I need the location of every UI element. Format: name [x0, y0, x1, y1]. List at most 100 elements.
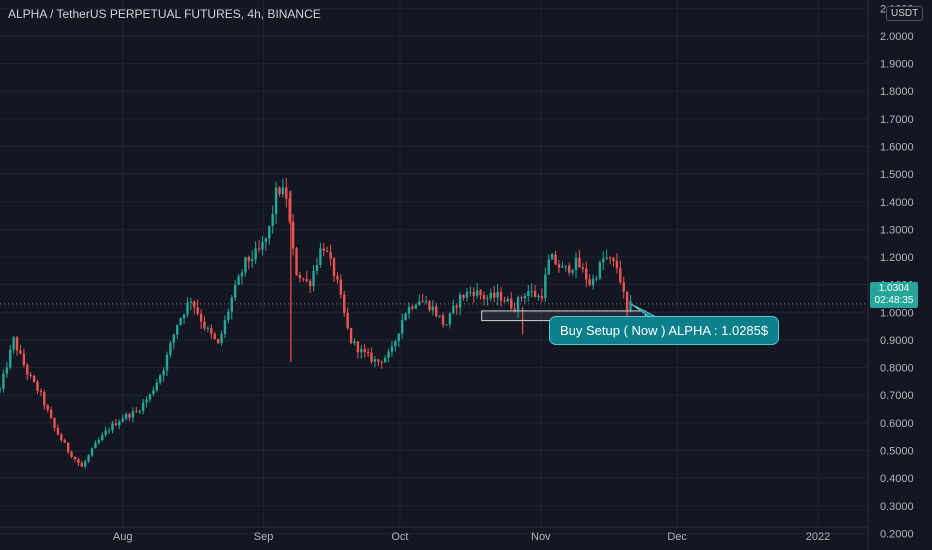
candle-body: [550, 254, 554, 260]
candle-body: [257, 248, 261, 250]
candle-body: [22, 353, 26, 366]
candle-body: [281, 187, 285, 195]
candle-body: [540, 296, 544, 299]
candle-body: [486, 298, 489, 300]
candle-body: [148, 393, 152, 400]
candle-body: [360, 348, 363, 353]
candle-body: [186, 302, 189, 315]
candle-body: [380, 361, 383, 363]
candle-body: [346, 312, 349, 328]
bar-countdown: 02:48:35: [874, 295, 914, 306]
candle-body: [63, 440, 66, 443]
candle-body: [578, 257, 581, 268]
candle-body: [326, 250, 329, 252]
y-tick-label: 1.2000: [880, 252, 914, 264]
candle-body: [278, 187, 281, 195]
candle-body: [305, 278, 308, 282]
current-price-label: 1.0304: [878, 283, 910, 294]
candle-body: [462, 294, 465, 298]
x-tick-label: Sep: [254, 531, 274, 543]
candle-body: [496, 291, 499, 298]
y-tick-label: 0.7000: [880, 390, 914, 402]
candle-body: [353, 341, 356, 344]
candle-body: [455, 305, 458, 308]
candle-body: [268, 225, 271, 239]
candle-body: [121, 418, 124, 422]
candle-body: [196, 307, 199, 314]
candle-body: [182, 314, 186, 319]
candle-body: [189, 301, 193, 303]
candle-body: [80, 463, 84, 467]
candle-body: [158, 375, 162, 383]
candle-body: [135, 411, 138, 413]
candle-body: [574, 257, 578, 271]
candle-body: [206, 328, 210, 330]
y-tick-label: 1.5000: [880, 169, 914, 181]
candle-body: [591, 278, 595, 285]
x-tick-label: Aug: [113, 531, 133, 543]
candle-body: [452, 305, 455, 314]
y-tick-label: 1.7000: [880, 114, 914, 126]
candle-body: [602, 258, 605, 263]
candle-body: [199, 313, 203, 322]
candle-body: [567, 265, 571, 273]
candle-body: [418, 301, 421, 305]
currency-badge[interactable]: USDT: [886, 6, 924, 21]
y-tick-label: 1.3000: [880, 224, 914, 236]
candle-body: [193, 301, 196, 308]
x-tick-label: Dec: [667, 531, 687, 543]
candle-body: [295, 248, 298, 276]
candle-body: [203, 321, 206, 329]
y-tick-label: 0.3000: [880, 501, 914, 513]
candle-body: [308, 281, 312, 287]
candle-body: [73, 456, 77, 460]
candle-body: [107, 430, 111, 432]
candle-body: [302, 278, 305, 280]
candle-body: [53, 418, 56, 428]
candle-body: [516, 297, 520, 311]
candle-body: [254, 248, 257, 260]
candle-body: [0, 388, 2, 390]
candle-body: [605, 257, 608, 259]
candle-body: [400, 320, 404, 334]
candle-body: [97, 440, 101, 443]
candle-body: [176, 324, 179, 335]
candle-body: [12, 337, 15, 350]
candle-body: [223, 320, 227, 334]
candle-body: [90, 448, 94, 456]
candle-body: [585, 268, 588, 280]
y-tick-label: 0.2000: [880, 528, 914, 540]
candle-body: [431, 306, 435, 311]
y-tick-label: 0.5000: [880, 446, 914, 458]
y-tick-label: 0.6000: [880, 418, 914, 430]
candle-body: [554, 254, 557, 265]
candle-body: [387, 351, 390, 359]
candle-body: [29, 374, 32, 376]
y-tick-label: 1.8000: [880, 86, 914, 98]
candle-body: [288, 198, 291, 222]
candle-body: [510, 298, 513, 309]
current-price-tag: 1.0304 02:48:35: [870, 282, 918, 308]
candle-body: [19, 350, 22, 354]
candle-body: [445, 324, 448, 326]
x-tick-label: 2022: [806, 531, 830, 543]
candle-body: [94, 442, 97, 449]
candle-body: [39, 390, 43, 393]
candle-body: [366, 352, 370, 354]
candle-body: [84, 461, 87, 467]
candle-body: [291, 221, 295, 249]
candle-body: [458, 294, 462, 308]
candle-body: [394, 340, 397, 347]
candle-body: [377, 359, 380, 362]
buy-setup-callout[interactable]: Buy Setup ( Now ) ALPHA : 1.0285$: [549, 316, 780, 345]
y-tick-label: 1.9000: [880, 59, 914, 71]
candle-body: [165, 354, 169, 371]
candle-body: [233, 284, 237, 298]
candle-body: [595, 278, 598, 280]
candle-body: [356, 341, 360, 353]
candle-body: [274, 187, 278, 215]
candle-body: [77, 459, 80, 464]
candle-body: [441, 315, 445, 325]
